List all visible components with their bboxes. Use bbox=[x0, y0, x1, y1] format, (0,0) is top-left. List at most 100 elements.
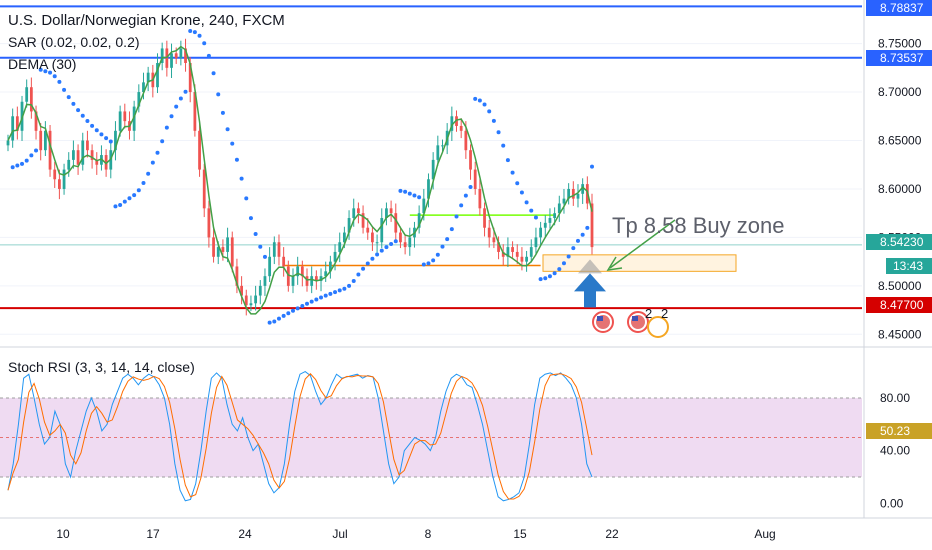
candle-body bbox=[207, 208, 211, 238]
buy-zone-annotation[interactable]: Tp 8.58 Buy zone bbox=[612, 213, 784, 238]
sar-dot bbox=[384, 245, 389, 250]
candle-body bbox=[81, 140, 85, 165]
candle-body bbox=[347, 218, 351, 233]
stoch-value-label: 50.23 bbox=[880, 424, 910, 438]
candle-body bbox=[263, 276, 267, 286]
candle-body bbox=[277, 242, 281, 257]
candle-body bbox=[179, 48, 183, 59]
candle-body bbox=[581, 184, 585, 194]
candle-body bbox=[408, 237, 412, 248]
sar-dot bbox=[533, 215, 538, 220]
sar-dot bbox=[342, 286, 347, 291]
sar-dot bbox=[197, 33, 202, 38]
sar-dot bbox=[234, 157, 239, 162]
sar-dot bbox=[244, 196, 249, 201]
candle-body bbox=[450, 116, 454, 131]
stoch-k-line bbox=[7, 371, 593, 502]
sar-dot bbox=[206, 53, 211, 58]
candle-body bbox=[487, 227, 491, 238]
candle-body bbox=[48, 130, 52, 170]
sar-dot bbox=[323, 293, 328, 298]
candle-body bbox=[114, 130, 117, 151]
candle-body bbox=[394, 213, 398, 233]
sar-dot bbox=[262, 254, 267, 259]
candle-body bbox=[511, 247, 514, 252]
candle-body bbox=[6, 140, 10, 146]
sar-dot bbox=[449, 227, 454, 232]
candle-body bbox=[469, 150, 472, 170]
candle-body bbox=[478, 188, 482, 209]
sar-dot bbox=[127, 196, 132, 201]
time-tick-label: 15 bbox=[513, 527, 527, 541]
candle-body bbox=[53, 169, 57, 180]
sar-dot bbox=[295, 306, 300, 311]
price-tick-label: 8.60000 bbox=[878, 182, 922, 196]
sar-dot bbox=[20, 161, 25, 166]
sar-dot bbox=[253, 232, 258, 237]
candle-body bbox=[473, 169, 477, 189]
sar-dot bbox=[407, 191, 412, 196]
candle-body bbox=[132, 106, 136, 131]
sar-dot bbox=[52, 74, 57, 79]
sar-dot bbox=[361, 266, 366, 271]
price-tick-label: 8.50000 bbox=[878, 279, 922, 293]
candle-body bbox=[142, 82, 145, 93]
sar-dot bbox=[421, 262, 426, 267]
buy-zone-group[interactable] bbox=[283, 214, 737, 308]
sar-dot bbox=[24, 158, 29, 163]
candle-body bbox=[483, 208, 486, 228]
sar-dot bbox=[267, 320, 272, 325]
indicator-dema-label: DEMA (30) bbox=[8, 56, 76, 72]
candle-body bbox=[590, 203, 594, 248]
sar-dot bbox=[491, 118, 496, 123]
sar-dot bbox=[347, 283, 352, 288]
horizontal-lines[interactable] bbox=[0, 5, 862, 310]
sar-dot bbox=[300, 303, 305, 308]
candle-body bbox=[380, 218, 384, 243]
candle-body bbox=[571, 188, 575, 199]
sar-dot bbox=[192, 30, 197, 35]
candle-body bbox=[385, 208, 388, 219]
candle-body bbox=[104, 155, 108, 170]
candle-body bbox=[501, 251, 505, 257]
sar-dot bbox=[585, 225, 590, 230]
candle-body bbox=[296, 266, 300, 277]
event-badges[interactable]: 2 2 bbox=[592, 306, 669, 338]
sar-dot bbox=[90, 123, 95, 128]
sar-dot bbox=[141, 181, 146, 186]
small-triangle-icon bbox=[578, 259, 602, 274]
sar-dot bbox=[108, 139, 113, 144]
price-tick-label: 8.70000 bbox=[878, 85, 922, 99]
sar-dot bbox=[104, 136, 109, 141]
sar-dot bbox=[286, 311, 291, 316]
candle-body bbox=[529, 247, 533, 257]
sar-dot bbox=[309, 299, 314, 304]
sar-dot bbox=[290, 308, 295, 313]
candle-body bbox=[436, 145, 440, 160]
candle-body bbox=[342, 232, 346, 243]
candle-body bbox=[268, 256, 272, 277]
candle-body bbox=[553, 213, 557, 219]
time-axis: 10 17 24 Jul 8 15 22 Aug bbox=[56, 527, 775, 541]
sar-dot bbox=[99, 132, 104, 137]
candle-body bbox=[324, 271, 328, 277]
dema-line bbox=[7, 45, 593, 315]
sar-dot bbox=[417, 195, 422, 200]
candle-body bbox=[244, 295, 248, 306]
candle-body bbox=[310, 276, 314, 286]
sar-dot bbox=[398, 188, 403, 193]
sar-dot bbox=[379, 248, 384, 253]
sar-dot bbox=[248, 216, 253, 221]
sar-dot bbox=[487, 109, 492, 114]
sar-dot bbox=[57, 79, 62, 84]
sar-dot bbox=[543, 276, 548, 281]
candle-body bbox=[459, 125, 463, 131]
candle-body bbox=[146, 72, 150, 83]
sar-dot bbox=[136, 188, 141, 193]
sar-dot bbox=[146, 171, 151, 176]
candle-body bbox=[548, 218, 552, 223]
candle-body bbox=[441, 145, 444, 147]
price-tick-label: 8.65000 bbox=[878, 134, 922, 148]
price-label-resistance: 8.73537 bbox=[880, 51, 924, 65]
